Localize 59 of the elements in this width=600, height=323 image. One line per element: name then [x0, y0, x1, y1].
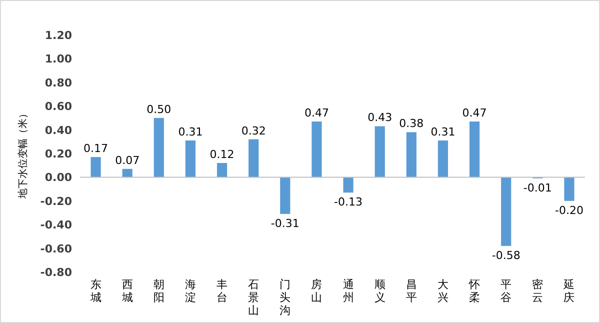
x-tick-label: 房山	[311, 278, 322, 304]
y-tick-label: 0.40	[44, 124, 72, 137]
data-label: -0.31	[270, 216, 300, 230]
bar	[374, 126, 385, 178]
y-tick-label: 1.00	[44, 52, 72, 66]
y-tick-label: -0.60	[40, 242, 72, 256]
data-label: 0.31	[430, 125, 456, 138]
data-label: 0.31	[178, 125, 203, 138]
x-tick-label: 石景山	[248, 278, 260, 317]
bar	[90, 157, 101, 178]
y-tick-label: 0.60	[44, 100, 72, 114]
data-label: -0.58	[492, 248, 520, 262]
y-axis-title: 地下水位变幅（米）	[17, 108, 29, 200]
data-label: 0.07	[115, 154, 140, 167]
y-tick-label: 0.80	[44, 76, 72, 90]
y-tick-label: -0.80	[40, 266, 72, 279]
x-tick-label: 朝阳	[153, 278, 164, 304]
data-label: -0.20	[554, 204, 584, 217]
data-label: 0.17	[84, 142, 108, 156]
bar	[216, 162, 228, 178]
bar	[501, 177, 512, 246]
bar	[248, 139, 259, 178]
bar	[280, 177, 290, 214]
x-tick-label: 顺义	[374, 278, 386, 304]
bar	[469, 122, 480, 178]
x-tick-label: 丰台	[216, 278, 228, 304]
y-tick-label: -0.20	[40, 194, 72, 208]
x-tick-label: 门头沟	[280, 278, 291, 317]
x-tick-label: 西城	[120, 278, 133, 304]
bar	[406, 132, 416, 178]
data-label: 0.43	[368, 111, 392, 124]
data-label: 0.38	[399, 117, 424, 130]
data-label: 0.32	[241, 124, 266, 138]
x-tick-label: 平谷	[500, 278, 512, 304]
x-tick-label: 东城	[89, 278, 102, 304]
x-tick-label: 海淀	[184, 278, 196, 304]
bar	[122, 168, 132, 178]
bar	[438, 140, 448, 178]
x-tick-label: 密云	[532, 278, 544, 304]
data-label: 0.47	[462, 106, 487, 120]
data-label: 0.50	[146, 102, 172, 116]
bar	[185, 140, 196, 178]
bar	[312, 122, 322, 178]
bar	[343, 177, 354, 193]
bar	[564, 177, 574, 201]
x-tick-label: 昌平	[406, 278, 417, 304]
x-tick-label: 怀柔	[468, 278, 480, 304]
data-label: 0.47	[304, 106, 329, 120]
y-tick-label: 1.20	[44, 29, 72, 42]
bar	[154, 118, 164, 178]
x-tick-label: 通州	[342, 278, 354, 304]
y-tick-label: 0.20	[44, 148, 72, 160]
data-label: 0.12	[210, 148, 234, 161]
x-tick-label: 延庆	[562, 278, 575, 304]
y-tick-label: 0.00	[44, 171, 72, 184]
y-tick-label: -0.40	[40, 218, 72, 232]
data-label: -0.13	[334, 196, 363, 209]
x-tick-label: 大兴	[437, 278, 448, 304]
data-label: -0.01	[523, 181, 552, 194]
